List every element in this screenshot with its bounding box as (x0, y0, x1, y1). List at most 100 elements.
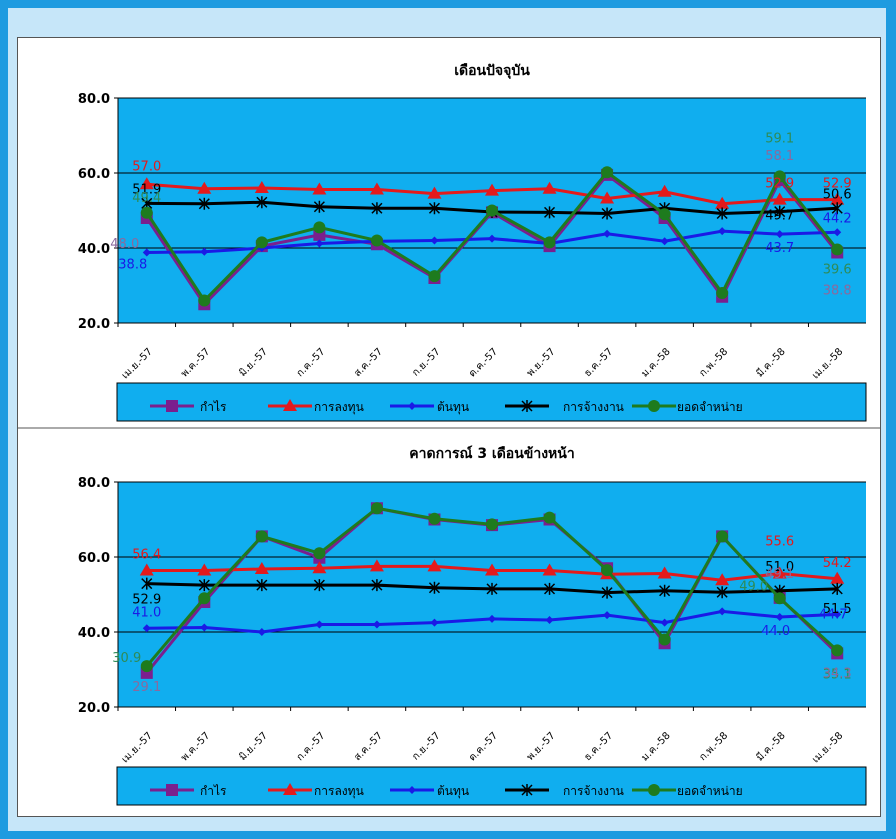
series-2-point (830, 571, 845, 584)
series-4-point (716, 586, 728, 599)
circle-marker (716, 530, 729, 543)
series-2-point (600, 191, 615, 204)
series-3-point (775, 230, 784, 239)
circle-marker (486, 518, 498, 531)
star-marker (601, 207, 613, 220)
y-tick-label: 80.0 (78, 476, 110, 491)
triangle-marker (312, 182, 327, 195)
x-tick-label: มิ.ย.-57 (237, 346, 270, 379)
star-marker (313, 200, 325, 213)
legend-label: การจ้างงาน (563, 784, 624, 798)
diamond-marker (257, 628, 266, 636)
series-5-point (486, 518, 498, 531)
y-tick-label: 40.0 (78, 626, 110, 641)
x-tick-label: มิ.ย.-57 (237, 730, 270, 763)
diamond-marker (833, 610, 842, 619)
star-marker (486, 582, 498, 595)
legend-marker (648, 400, 660, 412)
data-label: 35.1 (823, 667, 852, 682)
x-tick-label: ม.ค.-58 (640, 346, 673, 379)
diamond-marker (408, 402, 416, 410)
data-label: 49.1 (765, 567, 794, 582)
series-4-point (486, 582, 498, 595)
series-2-point (715, 196, 730, 209)
square-marker (166, 784, 178, 796)
data-label: 51.0 (765, 560, 794, 575)
star-marker (831, 202, 843, 215)
x-tick-label: พ.ย.-57 (525, 730, 558, 763)
data-label: 58.1 (765, 149, 794, 164)
legend-label: การลงทุน (314, 784, 364, 799)
diamond-marker (603, 611, 612, 620)
circle-marker (428, 512, 441, 525)
series-5-point (601, 564, 614, 577)
series-2-point (369, 559, 384, 572)
series-5-point (831, 243, 844, 256)
data-label: 34.3 (823, 666, 852, 681)
square-marker (166, 400, 178, 412)
legend-marker (283, 783, 297, 795)
diamond-marker (430, 236, 439, 245)
series-3-point (603, 611, 612, 620)
series-4-point (716, 207, 728, 220)
diamond-marker (603, 229, 612, 238)
series-5-point (198, 294, 211, 307)
series-2-point (657, 184, 672, 197)
triangle-marker (197, 181, 212, 194)
series-5-point (428, 512, 441, 525)
series-5-point (773, 170, 786, 183)
series-4-point (428, 581, 440, 594)
x-tick-label: เม.ย.-57 (120, 730, 155, 765)
circle-marker (255, 530, 268, 543)
star-marker (774, 205, 786, 218)
x-tick-label: ส.ค.-57 (352, 346, 385, 379)
x-tick-label: เม.ย.-57 (120, 346, 155, 381)
series-2-point (312, 561, 327, 574)
circle-marker (486, 204, 498, 217)
circle-marker (313, 547, 326, 560)
series-3-point (660, 237, 669, 246)
series-5-point (140, 660, 153, 673)
triangle-marker (283, 783, 297, 795)
x-tick-label: เม.ย.-58 (810, 730, 845, 765)
series-2-point (542, 563, 557, 576)
circle-marker (831, 644, 844, 657)
x-tick-label: มี.ค.-58 (754, 730, 788, 764)
series-3-point (718, 227, 727, 236)
diamond-marker (372, 620, 381, 629)
triangle-marker (600, 191, 615, 204)
star-marker (544, 582, 556, 595)
triangle-marker (254, 181, 269, 193)
circle-marker (140, 660, 153, 673)
circle-marker (831, 243, 844, 256)
series-2-point (427, 559, 442, 572)
circle-marker (658, 633, 671, 646)
legend-label: กำไร (200, 784, 227, 798)
series-2-point (197, 563, 212, 576)
series-5-point (370, 502, 383, 515)
data-label: 29.1 (132, 680, 161, 695)
series-3-point (488, 234, 496, 243)
series-2-point (369, 182, 384, 195)
data-label: 56.4 (132, 548, 161, 563)
series-3-point (257, 628, 266, 636)
chart-title: คาดการณ์ 3 เดือนข้างหน้า (409, 445, 574, 462)
diamond-marker (315, 620, 324, 629)
series-5-point (543, 236, 556, 249)
x-tick-label: ม.ค.-58 (640, 730, 673, 763)
triangle-marker (283, 399, 297, 411)
series-4-point (831, 202, 843, 215)
diamond-marker (488, 234, 496, 243)
series-2-point (485, 563, 499, 576)
series-2-point (830, 192, 845, 205)
data-label: 49.4 (132, 191, 161, 206)
triangle-marker (485, 183, 499, 196)
series-3-point (833, 228, 842, 237)
triangle-marker (139, 563, 154, 576)
series-4-point (774, 205, 786, 218)
star-marker (198, 197, 210, 210)
series-4-point (544, 206, 556, 219)
data-label: 49.0 (739, 579, 768, 594)
series-3-point (200, 247, 209, 256)
